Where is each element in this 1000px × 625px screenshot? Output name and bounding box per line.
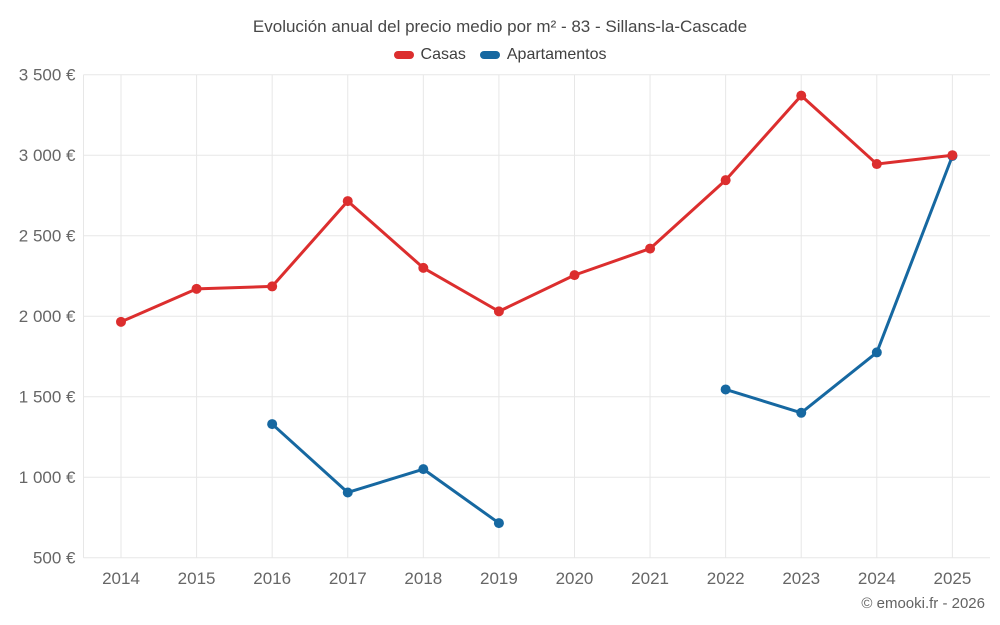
data-point-apartamentos-2023[interactable] xyxy=(796,407,807,418)
data-point-casas-2022[interactable] xyxy=(720,175,731,186)
legend-item-apartamentos[interactable]: Apartamentos xyxy=(479,46,607,64)
series-line-apartamentos xyxy=(270,422,501,525)
x-axis-tick-label: 2022 xyxy=(707,569,745,588)
y-axis-tick-label: 1 000 € xyxy=(19,468,76,487)
copyright-text: © emooki.fr - 2026 xyxy=(861,595,985,612)
legend-label-casas: Casas xyxy=(420,46,466,63)
x-axis-tick-label: 2025 xyxy=(933,569,971,588)
y-axis-tick-label: 1 500 € xyxy=(19,388,76,407)
data-point-apartamentos-2022[interactable] xyxy=(720,384,731,395)
data-point-casas-2018[interactable] xyxy=(418,262,429,273)
legend: Casas Apartamentos xyxy=(0,46,1000,64)
data-point-casas-2024[interactable] xyxy=(871,159,882,170)
series-line-apartamentos xyxy=(724,154,954,415)
y-axis-tick-label: 2 000 € xyxy=(19,307,76,326)
y-axis-tick-label: 3 500 € xyxy=(19,66,76,85)
x-axis-tick-label: 2023 xyxy=(782,569,820,588)
casas-series-swatch-icon xyxy=(393,51,414,59)
x-axis-tick-label: 2019 xyxy=(480,569,518,588)
x-axis-tick-label: 2024 xyxy=(858,569,896,588)
y-axis-tick-label: 500 € xyxy=(33,549,76,568)
data-point-casas-2021[interactable] xyxy=(645,243,656,254)
data-point-casas-2016[interactable] xyxy=(267,281,278,292)
x-axis-tick-label: 2018 xyxy=(404,569,442,588)
y-axis-tick-label: 2 500 € xyxy=(19,227,76,246)
data-point-casas-2014[interactable] xyxy=(116,316,126,327)
data-point-apartamentos-2017[interactable] xyxy=(342,487,353,498)
apartamentos-series-swatch-icon xyxy=(479,51,500,59)
data-point-apartamentos-2018[interactable] xyxy=(418,464,429,475)
legend-label-apartamentos: Apartamentos xyxy=(506,46,607,63)
data-point-casas-2017[interactable] xyxy=(342,196,353,207)
data-point-casas-2015[interactable] xyxy=(191,283,202,294)
data-point-casas-2019[interactable] xyxy=(493,306,504,317)
data-point-casas-2020[interactable] xyxy=(569,270,580,281)
x-axis-tick-label: 2016 xyxy=(253,569,291,588)
series-line-casas xyxy=(119,94,954,324)
x-axis-tick-label: 2017 xyxy=(329,569,367,588)
x-axis-tick-label: 2014 xyxy=(102,569,140,588)
chart-title: Evolución anual del precio medio por m² … xyxy=(252,17,748,36)
x-axis-tick-label: 2020 xyxy=(556,569,594,588)
x-axis-tick-label: 2015 xyxy=(178,569,216,588)
data-point-casas-2023[interactable] xyxy=(796,90,807,101)
y-axis-tick-label: 3 000 € xyxy=(19,146,76,165)
legend-item-casas[interactable]: Casas xyxy=(393,46,466,64)
data-point-apartamentos-2019[interactable] xyxy=(493,518,504,529)
data-point-apartamentos-2016[interactable] xyxy=(267,419,278,430)
x-axis-tick-label: 2021 xyxy=(631,569,669,588)
data-point-apartamentos-2024[interactable] xyxy=(871,347,882,358)
data-point-casas-2025[interactable] xyxy=(947,150,958,161)
